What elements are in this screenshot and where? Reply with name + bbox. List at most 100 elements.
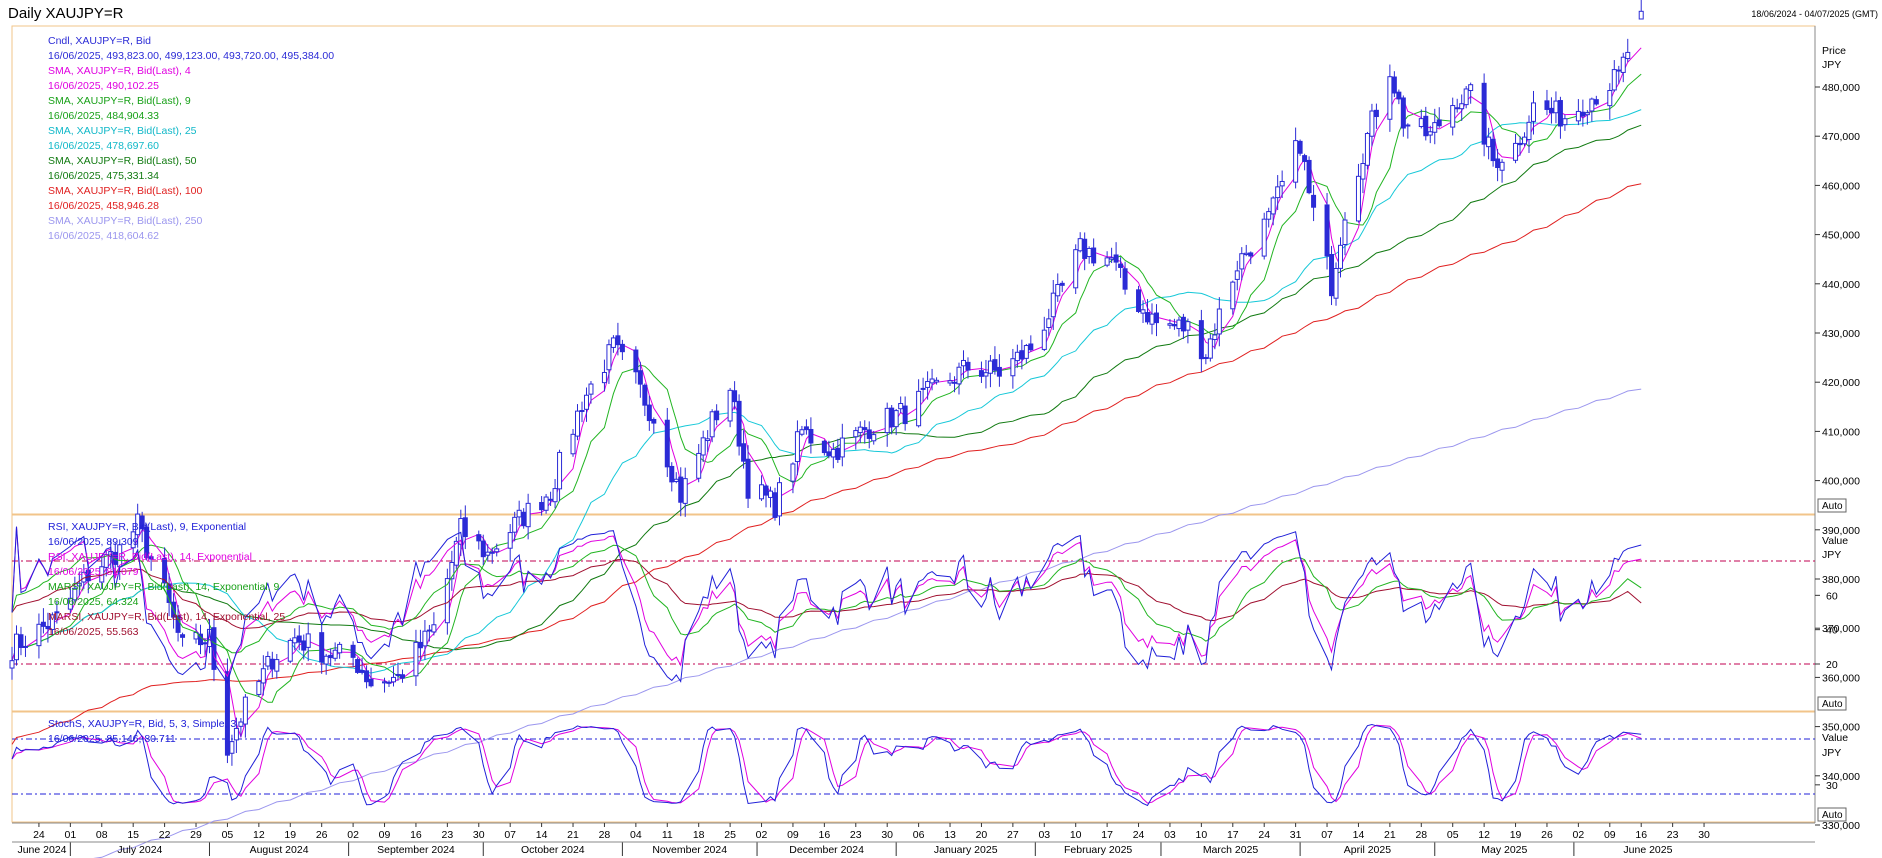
candle-body xyxy=(673,478,679,482)
candle-body xyxy=(162,557,168,584)
candle-body xyxy=(130,531,136,549)
x-tick-label: 10 xyxy=(1196,829,1208,841)
candle-body xyxy=(1234,270,1240,280)
price-legend-value: 16/06/2025, 458,946.28 xyxy=(48,200,159,212)
candle-body xyxy=(1391,76,1397,94)
candle-body xyxy=(826,451,832,457)
candle-body xyxy=(992,359,998,371)
candle-body xyxy=(516,509,522,518)
candle-body xyxy=(1530,102,1536,122)
candle-body xyxy=(1270,197,1276,215)
x-tick-label: 18 xyxy=(693,829,705,841)
candle-body xyxy=(1405,124,1411,127)
stoch-auto-button[interactable]: Auto xyxy=(1817,807,1847,822)
candle-body xyxy=(139,515,145,529)
x-tick-label: 24 xyxy=(1133,829,1145,841)
price-y-tick-label: 370,000 xyxy=(1822,623,1860,635)
candle-body xyxy=(1050,292,1056,318)
x-tick-label: 26 xyxy=(1541,829,1553,841)
candle-body xyxy=(1575,110,1581,122)
candle-body xyxy=(507,532,513,549)
candle-body xyxy=(732,390,738,403)
candle-body xyxy=(287,639,293,662)
candle-body xyxy=(601,371,607,384)
svg-text:Auto: Auto xyxy=(1822,699,1843,710)
candle-body xyxy=(1118,263,1124,268)
month-label: May 2025 xyxy=(1481,844,1527,856)
price-y-tick-label: 350,000 xyxy=(1822,722,1860,734)
candle-body xyxy=(1279,180,1285,187)
rsi-auto-button[interactable]: Auto xyxy=(1817,696,1847,711)
x-tick-label: 17 xyxy=(1227,829,1239,841)
candle-body xyxy=(480,540,486,558)
x-tick-label: 19 xyxy=(1510,829,1522,841)
candle-body xyxy=(898,403,904,410)
candle-body xyxy=(1459,103,1465,110)
month-label: July 2024 xyxy=(117,844,162,856)
candle-body xyxy=(1055,284,1061,297)
x-tick-label: 16 xyxy=(1635,829,1647,841)
candle-body xyxy=(987,360,993,374)
candle-body xyxy=(929,378,935,384)
candle-body xyxy=(1010,358,1016,377)
candle-body xyxy=(763,485,769,496)
candle-body xyxy=(1122,268,1128,290)
candle-body xyxy=(18,634,24,648)
candle-body xyxy=(1207,338,1213,359)
month-label: February 2025 xyxy=(1064,844,1132,856)
candle-body xyxy=(103,554,109,568)
candle-body xyxy=(902,405,908,425)
price-auto-button[interactable]: Auto xyxy=(1817,498,1847,513)
candle-body xyxy=(175,615,181,633)
candle-body xyxy=(72,587,78,601)
month-label: March 2025 xyxy=(1203,844,1259,856)
price-y-tick-label: 340,000 xyxy=(1822,771,1860,783)
stoch-d-line xyxy=(11,724,1642,804)
stoch-axis-title: Value xyxy=(1822,732,1848,744)
candle-body xyxy=(462,517,468,538)
candle-body xyxy=(22,645,28,648)
price-y-tick-label: 460,000 xyxy=(1822,180,1860,192)
candle-body xyxy=(238,721,244,727)
candle-body xyxy=(1454,107,1460,110)
candle-body xyxy=(1338,244,1344,269)
price-y-tick-label: 480,000 xyxy=(1822,82,1860,94)
candle-body xyxy=(1086,247,1092,258)
candle-body xyxy=(619,343,625,353)
candle-body xyxy=(76,582,82,587)
x-tick-label: 12 xyxy=(1478,829,1490,841)
sma-9-line xyxy=(11,73,1642,703)
x-tick-label: 30 xyxy=(881,829,893,841)
candle-body xyxy=(575,410,581,437)
candle-body xyxy=(1180,316,1186,332)
candle-body xyxy=(1333,268,1339,299)
candle-body xyxy=(637,370,643,385)
x-tick-label: 14 xyxy=(536,829,548,841)
candle-body xyxy=(1171,323,1177,327)
x-tick-label: 02 xyxy=(347,829,359,841)
chart-title: Daily XAUJPY=R xyxy=(8,5,124,22)
x-axis: 24 01 08 15 22 29 05 12 19 26 02 09 16 23 30 07 14 21 28 04… xyxy=(12,823,1815,856)
x-tick-label: 05 xyxy=(222,829,234,841)
x-tick-label: 13 xyxy=(944,829,956,841)
candle-body xyxy=(1109,257,1115,260)
candle-body xyxy=(1046,318,1052,328)
stoch-y-axis: 30 xyxy=(1815,780,1838,792)
price-legend-name: SMA, XAUJPY=R, Bid(Last), 9 xyxy=(48,95,191,107)
price-legend-value: 16/06/2025, 478,697.60 xyxy=(48,140,159,152)
x-tick-label: 23 xyxy=(442,829,454,841)
candle-body xyxy=(543,496,549,511)
rsi-legend-value: 16/06/2025, 89.309 xyxy=(48,536,139,548)
candle-body xyxy=(49,614,55,630)
candle-body xyxy=(1468,84,1474,92)
month-label: August 2024 xyxy=(250,844,309,856)
candle-body xyxy=(696,452,702,479)
candle-body xyxy=(54,611,60,614)
candle-body xyxy=(745,458,751,499)
marsi-25-line xyxy=(11,558,1642,629)
candle-body xyxy=(978,370,984,377)
candle-body xyxy=(1230,281,1236,310)
candle-body xyxy=(1418,118,1424,128)
candle-body xyxy=(1495,158,1501,169)
